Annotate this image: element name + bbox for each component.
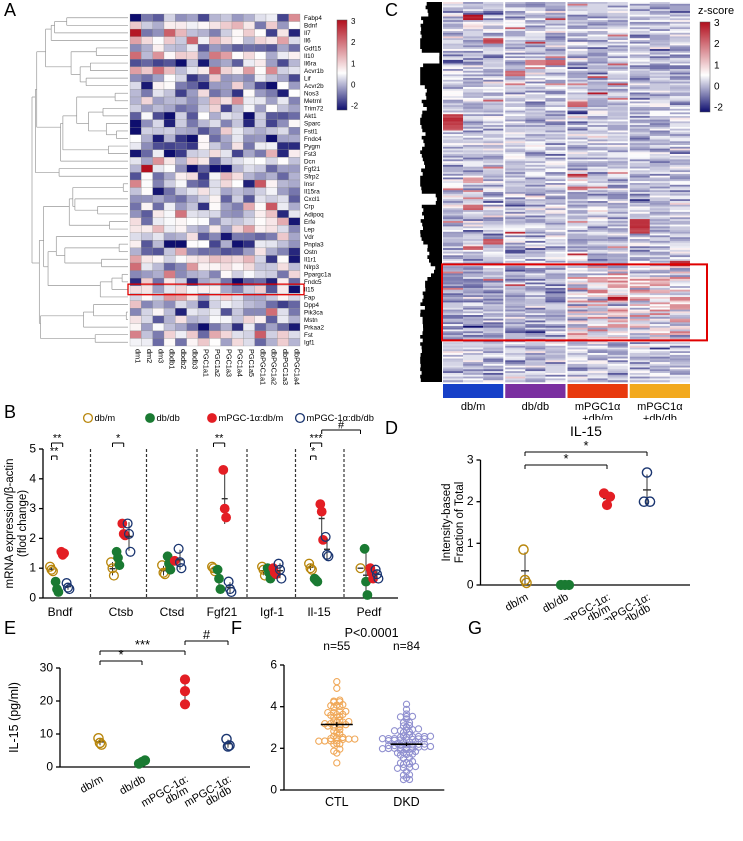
svg-text:6: 6 bbox=[270, 658, 277, 672]
svg-text:2: 2 bbox=[270, 741, 277, 755]
svg-text:0: 0 bbox=[46, 760, 53, 774]
svg-text:CTL: CTL bbox=[325, 795, 349, 809]
svg-text:20: 20 bbox=[40, 694, 54, 708]
svg-text:db/m: db/m bbox=[503, 591, 530, 614]
svg-text:P<0.0001: P<0.0001 bbox=[345, 626, 399, 640]
svg-text:db/db: db/db bbox=[541, 591, 571, 615]
svg-text:#: # bbox=[203, 627, 211, 642]
svg-text:db/db: db/db bbox=[118, 773, 148, 797]
svg-text:DKD: DKD bbox=[393, 795, 419, 809]
svg-text:n=55: n=55 bbox=[323, 639, 350, 653]
svg-text:*: * bbox=[583, 438, 588, 453]
svg-text:***: *** bbox=[135, 637, 150, 652]
svg-text:IL-15 (pg/ml): IL-15 (pg/ml) bbox=[7, 682, 21, 753]
svg-text:db/m: db/m bbox=[78, 773, 105, 796]
svg-text:IL-15: IL-15 bbox=[570, 423, 602, 439]
svg-text:10: 10 bbox=[40, 727, 54, 741]
svg-text:n=84: n=84 bbox=[393, 639, 420, 653]
svg-text:0: 0 bbox=[270, 783, 277, 797]
svg-text:30: 30 bbox=[40, 661, 54, 675]
svg-text:*: * bbox=[563, 451, 568, 466]
svg-text:*: * bbox=[118, 647, 123, 662]
svg-text:4: 4 bbox=[270, 699, 277, 713]
